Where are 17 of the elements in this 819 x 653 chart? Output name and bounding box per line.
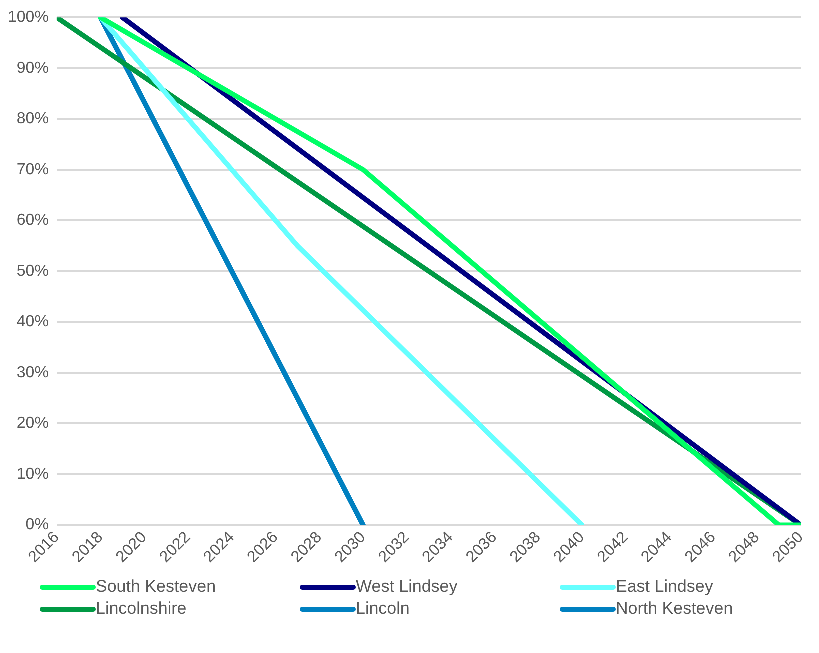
y-tick-label: 30% bbox=[16, 364, 49, 382]
y-tick-label: 80% bbox=[16, 110, 49, 128]
legend-label: Lincoln bbox=[356, 599, 410, 619]
y-tick-label: 20% bbox=[16, 415, 49, 432]
y-tick-label: 50% bbox=[16, 262, 49, 280]
y-tick-label: 70% bbox=[16, 161, 49, 178]
legend-label: West Lindsey bbox=[356, 577, 458, 597]
legend-label: South Kesteven bbox=[96, 577, 216, 597]
y-tick-label: 90% bbox=[16, 60, 49, 77]
y-tick-label: 100% bbox=[8, 9, 49, 26]
legend-label: Lincolnshire bbox=[96, 599, 187, 619]
y-tick-label: 40% bbox=[16, 314, 49, 331]
legend-label: North Kesteven bbox=[616, 599, 734, 619]
y-tick-label: 10% bbox=[16, 466, 49, 483]
y-tick-label: 0% bbox=[26, 516, 49, 534]
legend-label: East Lindsey bbox=[616, 577, 714, 597]
y-tick-label: 60% bbox=[16, 212, 49, 230]
